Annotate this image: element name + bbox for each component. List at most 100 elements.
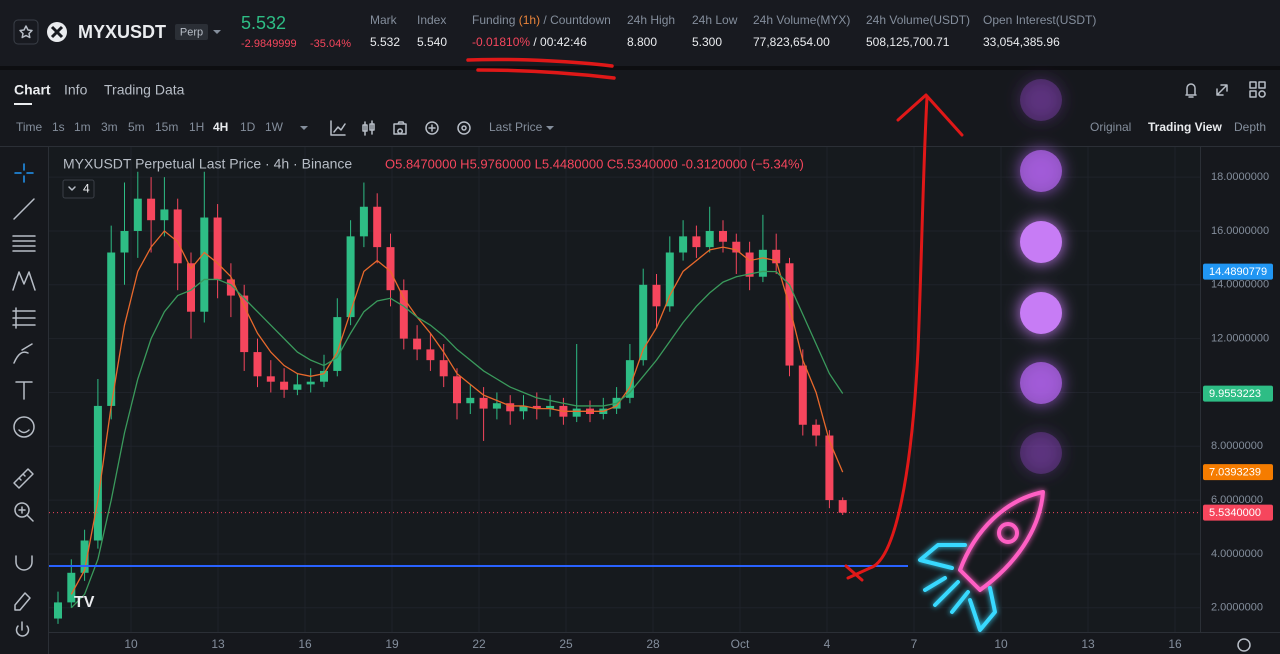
candle-body (399, 290, 408, 339)
candle-body (173, 209, 182, 264)
indicator-icon[interactable] (330, 120, 346, 136)
rocket-fin (918, 543, 967, 570)
y-tick-label: 16.0000000 (1211, 225, 1269, 237)
trendline-tool[interactable] (13, 198, 35, 220)
crosshair-tool[interactable] (14, 163, 34, 183)
candle-body (652, 284, 661, 307)
last-price: 5.532 (241, 13, 286, 33)
candle-body (240, 295, 249, 353)
interval-dropdown[interactable] (300, 126, 308, 130)
dot (1020, 79, 1062, 121)
candle-body (373, 206, 382, 248)
candle-body (320, 370, 328, 382)
toggle-caret (68, 186, 76, 191)
interval[interactable]: 1H (189, 120, 204, 134)
favorite-button[interactable] (13, 19, 39, 45)
interval[interactable]: 1D (240, 120, 256, 134)
emoji-tool[interactable] (13, 416, 35, 438)
zoom-tool[interactable] (14, 502, 30, 518)
candle-body (187, 263, 195, 312)
interval[interactable]: 5m (128, 120, 145, 134)
candle-body (54, 602, 62, 619)
purple-dots (1020, 79, 1062, 474)
settings-icon[interactable] (457, 121, 471, 135)
stat-value: 33,054,385.96 (983, 35, 1060, 49)
layout-icon[interactable] (1249, 81, 1266, 98)
interval[interactable]: 3m (101, 120, 118, 134)
price-badge (1203, 504, 1273, 521)
drawing-tools (12, 163, 36, 637)
candle-style-icon[interactable] (362, 120, 375, 136)
toolbar: Time 1s 1m 3m 5m 15m 1H 4H 1D 1W Last Price Origina… (16, 120, 1266, 134)
settings-icon-core (461, 125, 467, 131)
indicator-toggle[interactable] (62, 179, 95, 199)
pattern-tool[interactable] (12, 271, 36, 291)
stat-value: 5.540 (417, 35, 447, 49)
lock-tool[interactable] (14, 592, 31, 611)
candle-body (67, 572, 76, 603)
measure-tool[interactable] (13, 468, 34, 489)
candle-body (492, 403, 501, 409)
rocket-flame (923, 576, 970, 614)
tab[interactable]: Trading Data (104, 82, 185, 98)
funding-label: Funding (1h) / Countdown (472, 13, 611, 27)
stat-value: 5.300 (692, 35, 722, 49)
projection-tool[interactable] (12, 307, 36, 329)
chart-legend-title: MYXUSDT Perpetual Last Price · 4h · Bina… (63, 156, 352, 172)
y-tick-label: 12.0000000 (1211, 333, 1269, 345)
x-tick-label: 19 (385, 637, 399, 651)
candle-body (625, 360, 634, 398)
add-icon-plus (428, 124, 436, 132)
view-option[interactable]: Original (1090, 120, 1131, 134)
candle-body (359, 206, 368, 237)
fullscreen-icon[interactable] (1216, 84, 1228, 96)
rocket-fin (968, 586, 997, 632)
candle-body (453, 376, 461, 404)
candle-body (572, 408, 581, 417)
candle-body (506, 403, 515, 412)
alert-icon[interactable] (1185, 83, 1197, 98)
interval[interactable]: 15m (155, 120, 178, 134)
symbol-dropdown[interactable] (213, 30, 221, 34)
y-axis-border (1200, 147, 1201, 632)
coin-logo-mark (50, 25, 64, 39)
candle-body (333, 317, 342, 371)
remove-tool[interactable] (15, 621, 30, 637)
add-icon[interactable] (425, 121, 439, 135)
y-tick-label: 14.0000000 (1211, 279, 1269, 291)
candle-body (133, 198, 142, 231)
view-option[interactable]: Depth (1234, 120, 1266, 134)
interval[interactable]: 1s (52, 120, 65, 134)
magnet-tool[interactable] (15, 555, 33, 571)
plot (49, 171, 1200, 624)
stat-value: 8.800 (627, 35, 657, 49)
stat-label: 24h Volume(MYX) (753, 13, 850, 27)
tab[interactable]: Chart (14, 82, 51, 98)
candle-body (80, 540, 89, 573)
star-icon (19, 25, 33, 39)
interval[interactable]: 4H (213, 120, 228, 134)
candle-body (719, 230, 727, 242)
interval[interactable]: 1W (265, 120, 284, 134)
symbol[interactable]: MYXUSDT (78, 22, 166, 42)
brush-tool[interactable] (13, 343, 33, 364)
fib-tool[interactable] (12, 235, 36, 252)
price-badge (1203, 385, 1273, 402)
tab[interactable]: Info (64, 82, 88, 98)
view-option[interactable]: Trading View (1148, 120, 1222, 134)
price-badge-label: 9.9553223 (1209, 388, 1261, 400)
y-tick-label: 2.0000000 (1211, 602, 1263, 614)
candle-body (120, 230, 129, 253)
funding-countdown: / 00:42:46 (533, 35, 587, 49)
axis-settings-icon[interactable] (1237, 638, 1251, 652)
price-source-dropdown[interactable] (546, 126, 554, 130)
x-tick-label: 10 (124, 637, 138, 651)
candle-body (519, 405, 528, 412)
price-source[interactable]: Last Price (489, 120, 543, 134)
stat-value: 508,125,700.71 (866, 35, 950, 49)
screenshot-icon[interactable] (393, 121, 407, 135)
interval[interactable]: 1m (74, 120, 91, 134)
y-tick-label: 4.0000000 (1211, 548, 1263, 560)
text-tool[interactable] (15, 381, 33, 400)
